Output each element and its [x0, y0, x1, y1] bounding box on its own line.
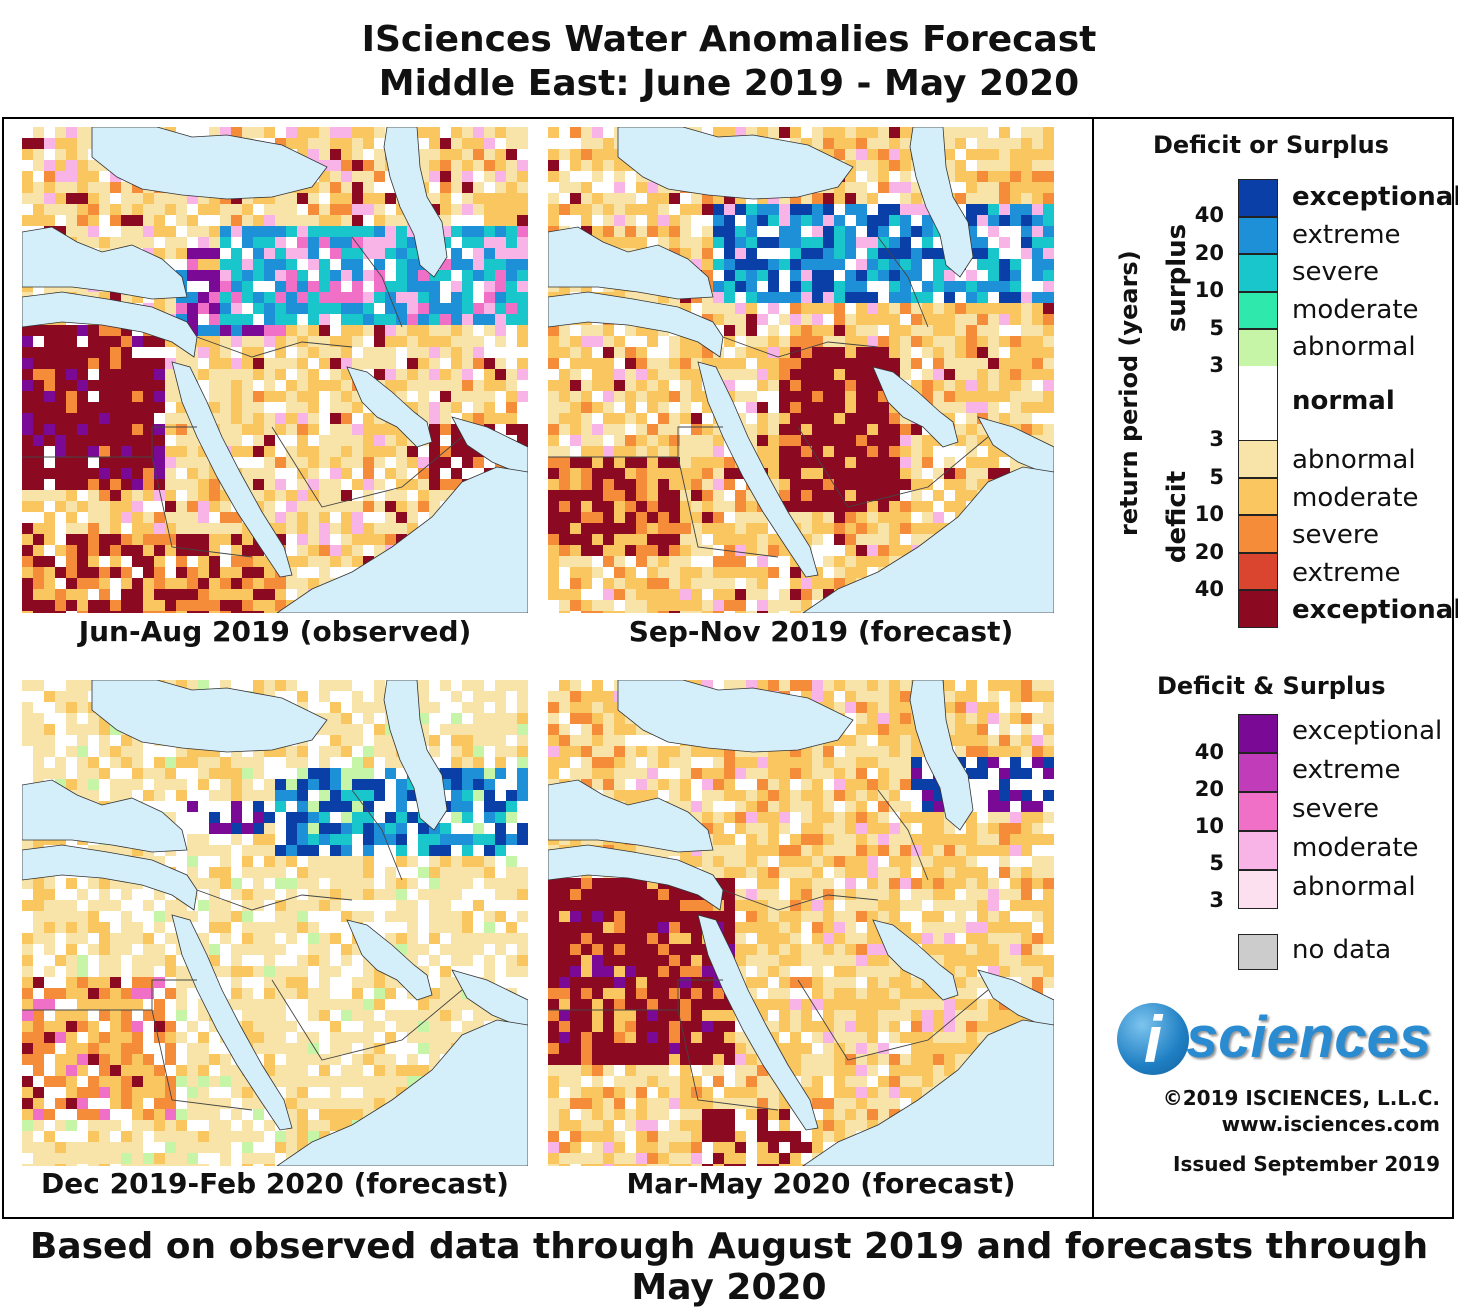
legend-surplus-label-exceptional: exceptional: [1292, 182, 1458, 212]
legend-surplus-swatch-severe: [1238, 254, 1278, 292]
footer-note: Based on observed data through August 20…: [0, 1226, 1458, 1308]
legend-both-label-abnormal: abnormal: [1292, 872, 1416, 902]
legend-both-swatch-exceptional: [1238, 714, 1278, 753]
isciences-logo-text: sciences: [1186, 1004, 1431, 1071]
map-caption-1: Jun-Aug 2019 (observed): [15, 615, 535, 648]
legend-both-tick-5: 5: [1188, 851, 1224, 875]
map-jun-aug-2019: [22, 127, 528, 613]
legend-both-swatch-moderate: [1238, 831, 1278, 870]
legend-deficit-swatch-abnormal: [1238, 440, 1278, 478]
website-text: www.isciences.com: [1100, 1112, 1440, 1136]
legend-surplus-label-severe: severe: [1292, 257, 1379, 287]
map-mar-may-2020: [548, 680, 1054, 1166]
copyright-text: ©2019 ISCIENCES, L.L.C.: [1100, 1086, 1440, 1110]
legend-both-label-moderate: moderate: [1292, 833, 1419, 863]
legend-surplus-swatch-exceptional: [1238, 179, 1278, 217]
legend-deficit-swatch-severe: [1238, 515, 1278, 553]
main-title: ISciences Water Anomalies Forecast: [0, 18, 1458, 62]
legend-both-swatch-severe: [1238, 792, 1278, 831]
legend-surplus-tick-40: 40: [1188, 203, 1224, 227]
legend-nodata-label: no data: [1292, 935, 1391, 965]
isciences-logo-icon: i: [1117, 1003, 1189, 1075]
legend-deficit-label-severe: severe: [1292, 520, 1379, 550]
legend-deficit-tick-3: 3: [1188, 427, 1224, 451]
legend-deficit-tick-20: 20: [1188, 540, 1224, 564]
legend-both-swatch-extreme: [1238, 753, 1278, 792]
legend-both-label-exceptional: exceptional: [1292, 716, 1442, 746]
map-sep-nov-2019: [548, 127, 1054, 613]
legend-deficit-swatch-exceptional: [1238, 590, 1278, 628]
legend-both-swatch-abnormal: [1238, 870, 1278, 909]
legend-deficit-label-abnormal: abnormal: [1292, 445, 1416, 475]
legend-surplus-swatch-extreme: [1238, 217, 1278, 255]
legend-both-label-severe: severe: [1292, 794, 1379, 824]
legend-surplus-tick-5: 5: [1188, 316, 1224, 340]
legend-both-tick-10: 10: [1188, 814, 1224, 838]
legend-nodata-swatch: [1238, 934, 1278, 970]
legend-divider: [1092, 117, 1094, 1219]
legend-deficit-swatch-moderate: [1238, 478, 1278, 516]
legend-deficit-label-moderate: moderate: [1292, 483, 1419, 513]
main-subtitle: Middle East: June 2019 - May 2020: [0, 62, 1458, 106]
legend-surplus-tick-3: 3: [1188, 353, 1224, 377]
legend-both-tick-40: 40: [1188, 740, 1224, 764]
legend-both-tick-3: 3: [1188, 888, 1224, 912]
map-caption-2: Sep-Nov 2019 (forecast): [561, 615, 1081, 648]
legend-axis-label: return period (years): [1115, 276, 1145, 536]
legend-deficit-tick-5: 5: [1188, 465, 1224, 489]
legend-deficit-swatch-extreme: [1238, 553, 1278, 591]
legend-surplus-tick-10: 10: [1188, 278, 1224, 302]
legend-surplus-label-moderate: moderate: [1292, 295, 1419, 325]
map-caption-3: Dec 2019-Feb 2020 (forecast): [15, 1167, 535, 1200]
legend-deficit-tick-40: 40: [1188, 577, 1224, 601]
legend-deficit-tick-10: 10: [1188, 502, 1224, 526]
issued-text: Issued September 2019: [1100, 1152, 1440, 1176]
legend-normal-swatch: [1238, 366, 1278, 440]
legend-surplus-label-extreme: extreme: [1292, 220, 1401, 250]
legend-both-tick-20: 20: [1188, 777, 1224, 801]
legend-both-label-extreme: extreme: [1292, 755, 1401, 785]
legend-surplus-swatch-abnormal: [1238, 329, 1278, 367]
legend-surplus-swatch-moderate: [1238, 292, 1278, 330]
legend-title-deficit-and-surplus: Deficit & Surplus: [1157, 672, 1386, 700]
legend-deficit-label-exceptional: exceptional: [1292, 595, 1458, 625]
legend-deficit-label-extreme: extreme: [1292, 558, 1401, 588]
legend-normal-label: normal: [1292, 386, 1395, 416]
map-dec-feb-2020: [22, 680, 528, 1166]
legend-title-deficit-or-surplus: Deficit or Surplus: [1153, 131, 1389, 159]
legend-surplus-tick-20: 20: [1188, 241, 1224, 265]
map-caption-4: Mar-May 2020 (forecast): [561, 1167, 1081, 1200]
legend-surplus-label-abnormal: abnormal: [1292, 332, 1416, 362]
